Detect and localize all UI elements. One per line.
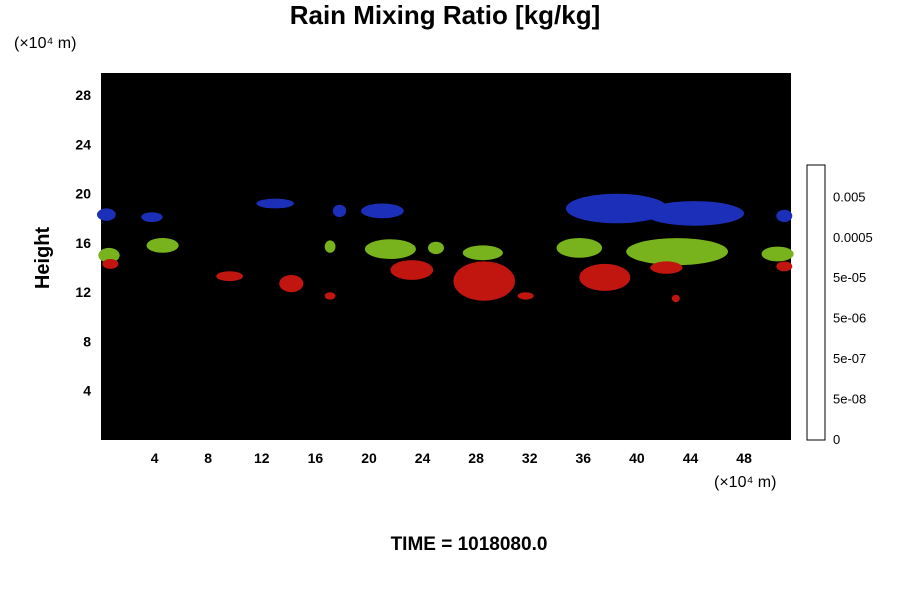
region-green-14 [556,238,603,258]
region-green-16 [761,246,794,262]
y-tick-label: 24 [75,136,91,152]
x-tick-label: 4 [151,450,159,466]
y-axis-ticks: 4 8 12 16 20 24 28 [75,87,91,399]
x-axis-ticks: 4 8 12 16 20 24 28 32 36 40 44 48 [151,450,752,466]
x-tick-label: 24 [415,450,431,466]
x-tick-label: 32 [522,450,538,466]
region-red-26 [671,294,680,303]
region-red-22 [453,261,515,301]
y-tick-label: 12 [75,284,91,300]
region-blue-5 [565,193,668,224]
time-label: TIME = 1018080.0 [391,534,548,555]
y-tick-label: 8 [83,334,91,350]
colorbar-tick-label: 0 [833,432,840,447]
colorbar-tick-label: 5e-08 [833,392,866,407]
colorbar-tick-label: 0.0005 [833,230,873,245]
x-tick-label: 48 [736,450,752,466]
region-red-19 [279,275,304,293]
region-red-23 [517,292,534,300]
region-blue-1 [141,212,163,223]
colorbar [806,164,826,441]
region-blue-4 [361,203,404,219]
x-tick-label: 8 [204,450,212,466]
colorbar-tick-label: 5e-07 [833,351,866,366]
colorbar-frame [806,164,826,441]
colorbar-tick-label: 5e-05 [833,270,866,285]
region-green-9 [146,238,179,253]
region-green-11 [364,239,416,259]
region-red-17 [102,259,119,269]
colorbar-tick-label: 0.005 [833,189,866,204]
precip-regions [97,193,794,303]
x-axis-unit: (×10⁴ m) [714,474,776,491]
region-green-12 [428,241,444,255]
x-tick-label: 36 [576,450,592,466]
region-green-8 [98,247,120,263]
y-axis-unit: (×10⁴ m) [14,35,76,52]
y-tick-label: 28 [75,87,91,103]
x-tick-label: 12 [254,450,270,466]
region-blue-7 [776,209,793,223]
region-blue-0 [97,208,116,221]
colorbar-ticks: 0 5e-08 5e-07 5e-06 5e-05 0.0005 0.005 [833,189,873,447]
region-green-10 [324,240,336,253]
y-tick-label: 16 [75,235,91,251]
x-tick-label: 44 [683,450,699,466]
region-green-15 [626,238,728,266]
region-red-27 [776,261,793,272]
x-tick-label: 20 [361,450,377,466]
region-green-13 [462,245,503,261]
y-axis-label: Height [32,227,54,290]
x-tick-label: 40 [629,450,645,466]
region-red-25 [650,261,683,274]
region-red-21 [390,260,434,280]
region-blue-2 [256,198,295,209]
region-blue-3 [332,204,347,218]
region-red-20 [324,292,336,300]
y-tick-label: 4 [83,383,91,399]
colorbar-tick-label: 5e-06 [833,311,866,326]
x-tick-label: 28 [468,450,484,466]
y-tick-label: 20 [75,186,91,202]
chart-title: Rain Mixing Ratio [kg/kg] [290,0,601,30]
region-red-18 [216,271,244,282]
region-blue-6 [644,201,745,226]
x-tick-label: 16 [308,450,324,466]
region-red-24 [579,263,631,291]
